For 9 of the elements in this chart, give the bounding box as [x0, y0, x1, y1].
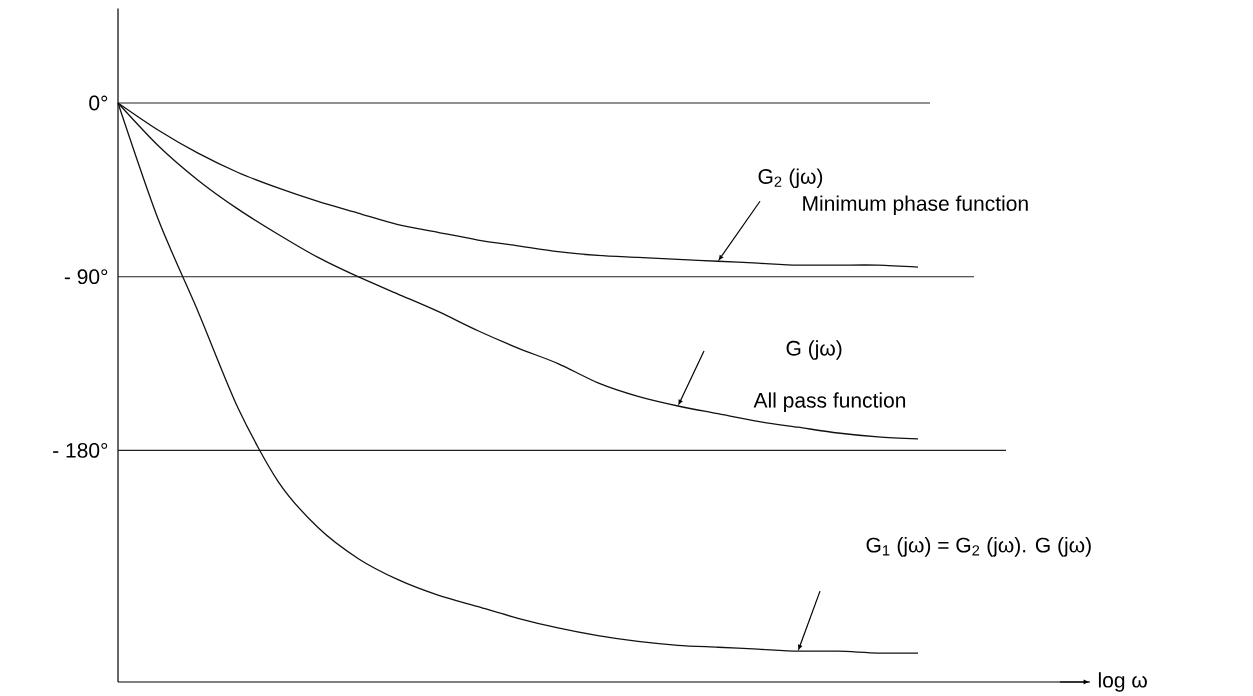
y-tick-label: - 90°	[64, 269, 108, 285]
y-tick-label: - 180°	[53, 442, 108, 458]
text: log ω	[1098, 672, 1147, 692]
annotation: Minimum phase function	[803, 195, 1028, 216]
annotation: All pass function	[753, 392, 906, 412]
annotation: G (jω)	[786, 340, 842, 360]
annotation: G$_{2}$ (jω)	[758, 168, 823, 189]
annotation: G$_{1}$ (jω) = G$_{2}$ (jω). G (jω)	[866, 537, 1091, 557]
y-tick-label: 0°	[89, 95, 108, 111]
